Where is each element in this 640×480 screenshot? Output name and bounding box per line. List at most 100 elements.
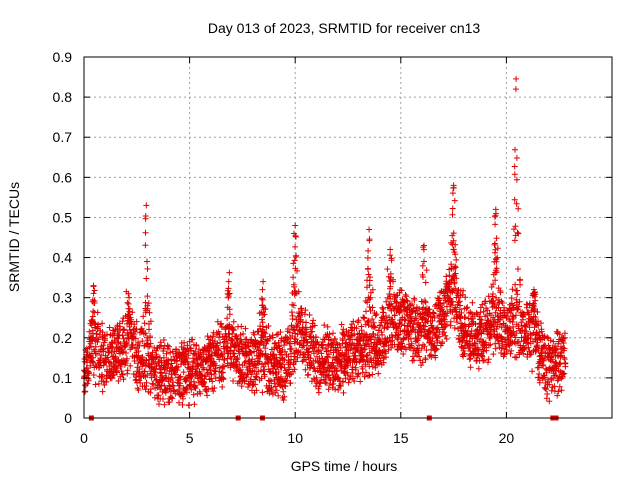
data-point <box>494 245 501 252</box>
data-point <box>147 386 154 393</box>
data-point <box>366 237 373 244</box>
data-point <box>191 401 198 408</box>
data-point <box>411 297 418 303</box>
data-point <box>253 364 260 371</box>
data-point <box>253 387 260 394</box>
data-point <box>531 300 537 307</box>
data-point <box>259 286 266 293</box>
data-point <box>458 309 465 316</box>
x-tick-label: 15 <box>393 430 409 446</box>
data-point <box>131 358 138 364</box>
data-point <box>366 296 373 303</box>
data-point <box>313 374 320 381</box>
data-point <box>135 339 142 346</box>
data-point <box>478 320 485 327</box>
data-point <box>403 297 410 304</box>
data-point <box>226 290 233 297</box>
data-point <box>394 336 401 343</box>
data-point <box>379 349 386 356</box>
data-point <box>282 348 288 355</box>
data-point <box>131 331 138 338</box>
data-point <box>513 75 520 82</box>
data-point <box>189 336 196 343</box>
data-point <box>466 344 473 351</box>
data-point <box>490 281 497 288</box>
data-point <box>275 392 282 399</box>
data-point <box>444 310 451 317</box>
data-point <box>403 346 409 353</box>
data-point <box>220 375 227 382</box>
data-point <box>441 324 448 331</box>
data-point <box>303 319 310 326</box>
data-point <box>335 386 342 393</box>
data-point <box>168 360 175 367</box>
data-point <box>453 256 460 263</box>
data-point <box>281 393 288 400</box>
data-point <box>177 380 184 387</box>
data-point <box>219 369 226 376</box>
data-point <box>516 298 523 305</box>
data-point <box>387 295 394 302</box>
data-point <box>86 328 93 335</box>
data-point <box>525 344 532 351</box>
data-point <box>462 314 469 321</box>
data-point <box>317 380 324 387</box>
data-point <box>449 302 455 309</box>
data-point <box>180 390 187 397</box>
data-point <box>89 337 96 344</box>
data-point <box>90 354 97 361</box>
data-point <box>261 373 268 380</box>
data-point <box>219 363 226 370</box>
data-point <box>337 383 344 389</box>
data-point <box>100 345 107 352</box>
data-point <box>495 304 502 311</box>
data-point <box>132 335 139 342</box>
data-point <box>165 361 172 368</box>
data-point <box>209 378 216 385</box>
data-point <box>332 386 339 393</box>
data-point <box>492 256 499 263</box>
data-point <box>209 352 215 359</box>
data-point <box>144 293 151 300</box>
data-point <box>363 353 370 359</box>
data-point <box>91 300 98 306</box>
data-point <box>439 339 446 345</box>
data-point <box>95 321 102 328</box>
data-point <box>513 176 520 183</box>
data-point <box>513 354 520 361</box>
data-point <box>442 332 449 339</box>
data-point <box>454 319 461 326</box>
data-point <box>214 318 221 325</box>
data-point <box>147 340 154 347</box>
data-point <box>364 299 371 306</box>
data-point <box>357 353 364 359</box>
data-point <box>292 358 299 365</box>
y-axis-title: SRMTID / TECUs <box>6 182 22 292</box>
data-point <box>513 296 520 303</box>
data-point <box>98 352 105 359</box>
x-tick-label: 5 <box>186 430 194 446</box>
data-point <box>532 291 539 298</box>
data-point <box>512 232 519 239</box>
data-point <box>226 325 232 332</box>
data-point <box>129 309 136 316</box>
data-point <box>430 310 437 317</box>
data-point <box>228 355 235 362</box>
data-point <box>391 312 398 319</box>
data-point <box>108 349 115 356</box>
data-point <box>144 258 150 265</box>
data-point <box>432 354 439 361</box>
data-point <box>467 364 474 371</box>
data-point <box>266 368 273 375</box>
data-point <box>352 366 359 373</box>
data-point <box>441 329 448 336</box>
data-point <box>521 346 528 352</box>
data-point <box>512 86 519 93</box>
data-point <box>386 301 393 308</box>
data-point <box>387 270 394 277</box>
data-point <box>330 330 336 337</box>
data-point <box>366 372 373 379</box>
data-point <box>487 341 494 348</box>
data-point <box>259 302 266 309</box>
data-point <box>503 313 510 320</box>
